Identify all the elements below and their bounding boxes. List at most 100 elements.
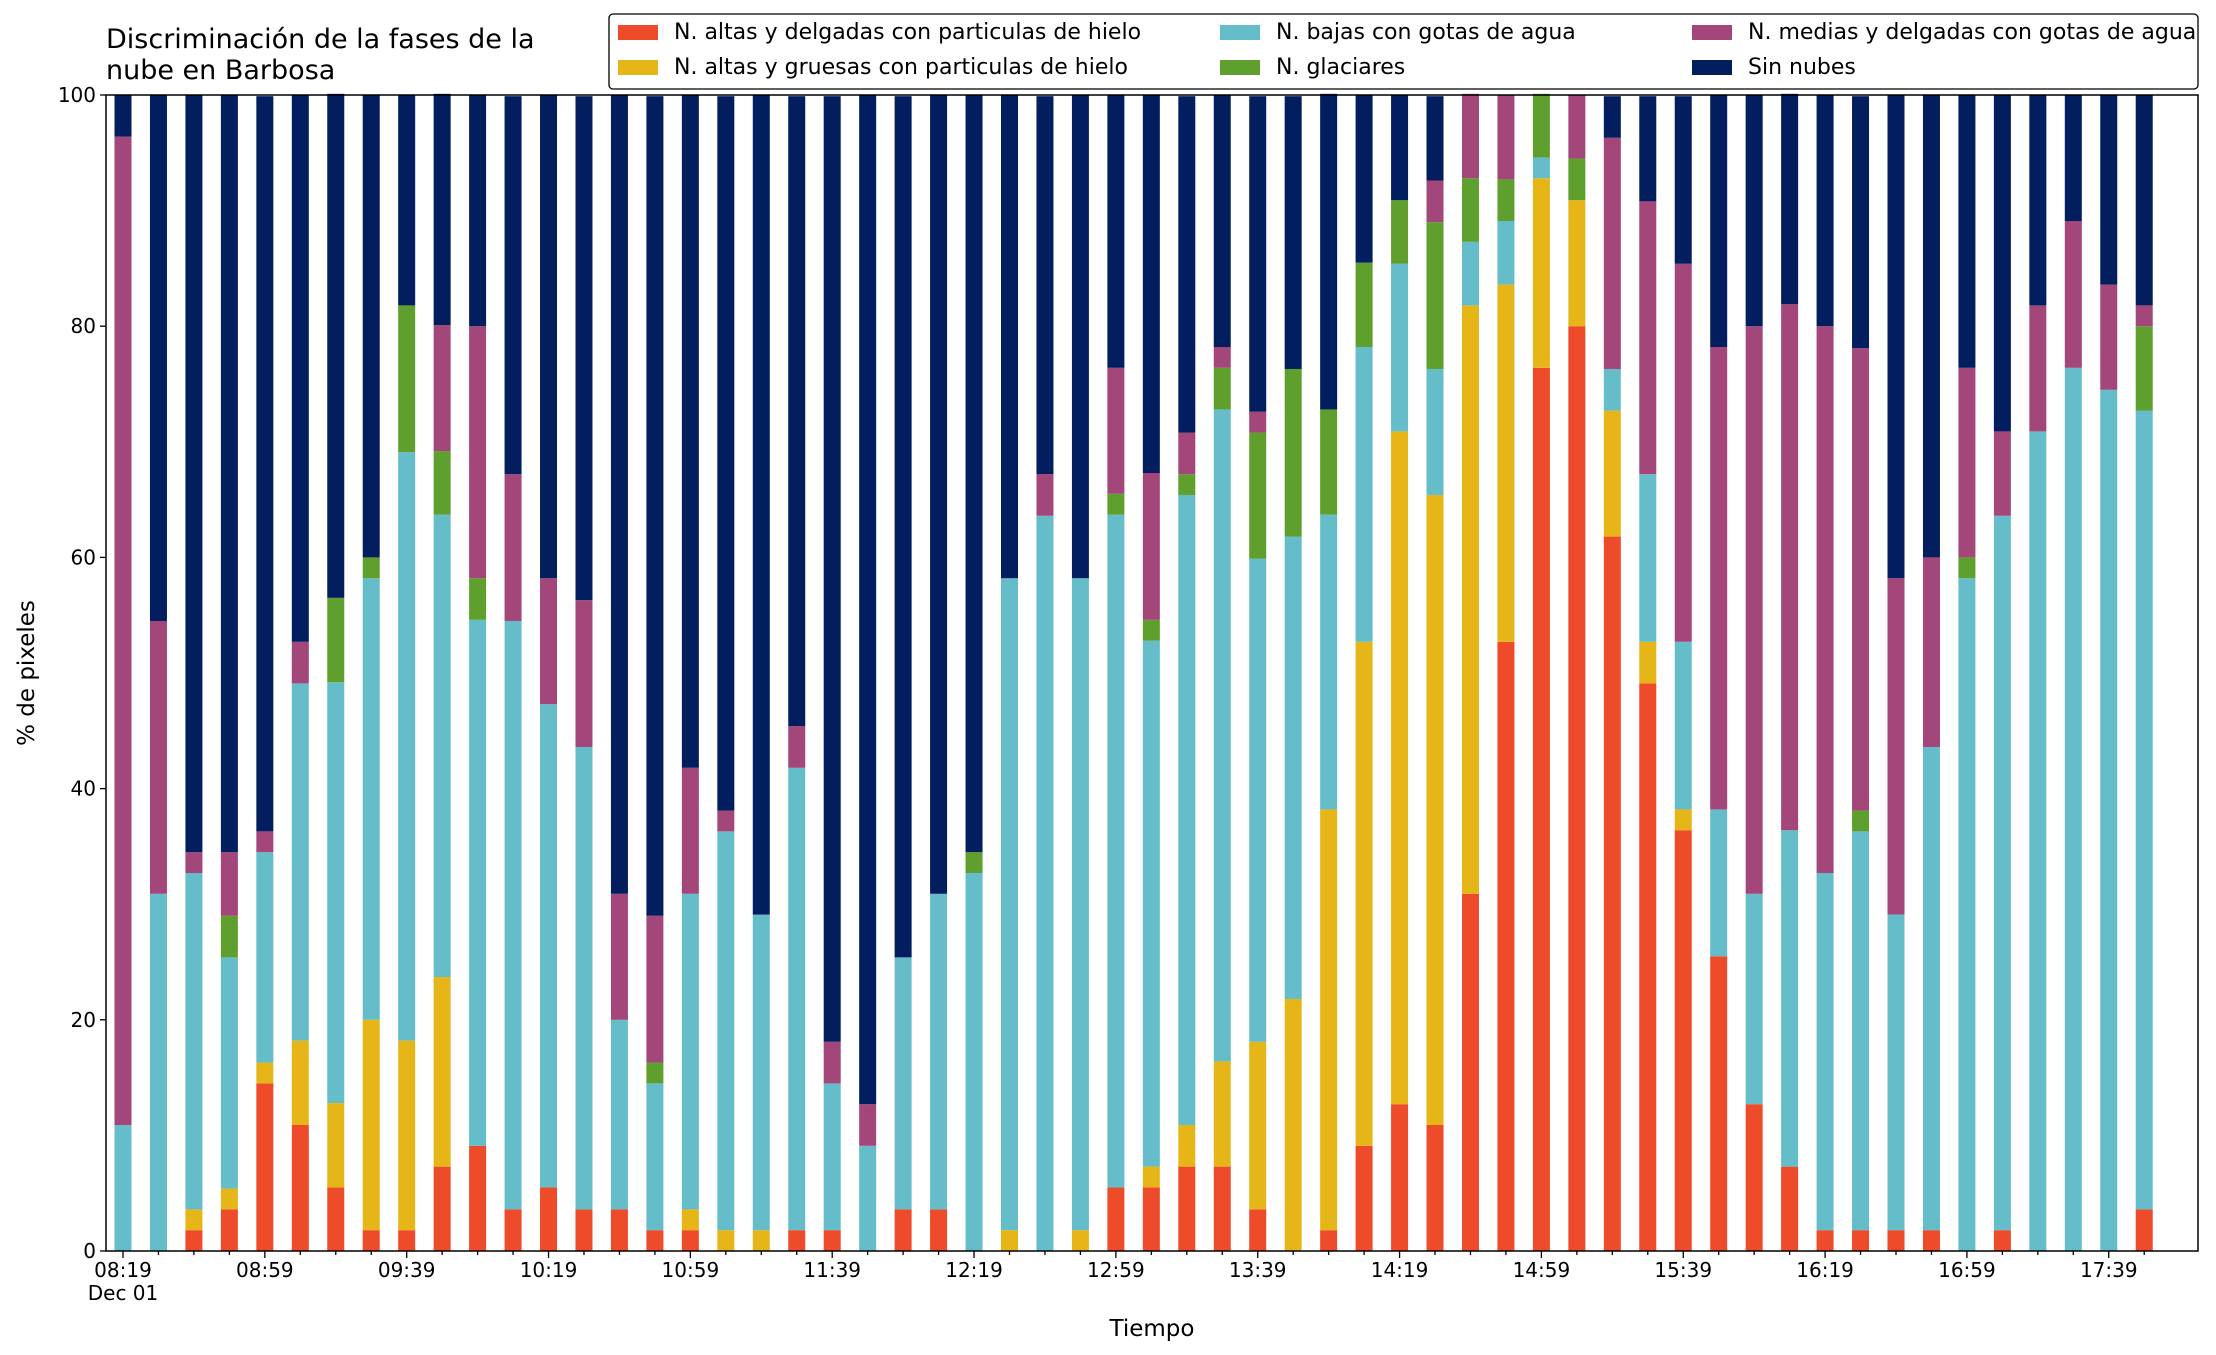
- bar-segment: [859, 1104, 877, 1146]
- bar-segment: [504, 620, 522, 1210]
- legend-label: N. altas y gruesas con particulas de hie…: [674, 55, 1128, 80]
- bar-segment: [1355, 347, 1373, 642]
- bar-segment: [1178, 1124, 1196, 1167]
- bar-segment: [2135, 95, 2153, 306]
- bar-segment: [1852, 1230, 1870, 1251]
- bar-segment: [504, 474, 522, 621]
- bar-segment: [1391, 95, 1409, 201]
- bar-segment: [1107, 514, 1125, 1188]
- bar-segment: [681, 893, 699, 1210]
- bar-segment: [1284, 536, 1302, 999]
- bar-segment: [2064, 95, 2082, 222]
- bar-segment: [1958, 557, 1976, 579]
- bar-segment: [1320, 809, 1338, 1231]
- bar-segment: [1781, 304, 1799, 831]
- bar-segment: [362, 1230, 380, 1251]
- bar-segment: [1461, 93, 1479, 179]
- bar-segment: [575, 1209, 593, 1251]
- bar-segment: [1426, 494, 1444, 1125]
- bar-segment: [1710, 809, 1728, 957]
- x-tick-label: 14:19: [1371, 1258, 1429, 1282]
- bar-segment: [575, 600, 593, 747]
- bar-segment: [1710, 347, 1728, 810]
- bar-segment: [1142, 1187, 1160, 1251]
- bar-segment: [185, 872, 203, 1210]
- bar-segment: [256, 96, 274, 832]
- bar-segment: [1497, 95, 1515, 180]
- bar-segment: [1993, 431, 2011, 516]
- bar-segment: [114, 95, 132, 137]
- bar-segment: [1993, 515, 2011, 1231]
- bar-segment: [752, 914, 770, 1231]
- bar-segment: [1922, 557, 1940, 747]
- bar-segment: [2029, 305, 2047, 432]
- x-tick-label: 12:59: [1087, 1258, 1145, 1282]
- bar-segment: [1603, 96, 1621, 138]
- bar-segment: [504, 1209, 522, 1251]
- bar-segment: [291, 1124, 309, 1251]
- bar-segment: [1816, 95, 1834, 327]
- bar-segment: [1568, 95, 1586, 159]
- bar-segment: [327, 1103, 345, 1188]
- bar-segment: [1674, 809, 1692, 831]
- bar-segment: [1639, 683, 1657, 1251]
- bar-segment: [646, 96, 664, 916]
- bar-segment: [1036, 474, 1054, 516]
- bar-segment: [291, 683, 309, 1041]
- y-tick-label: 20: [71, 1008, 96, 1032]
- bar-segment: [859, 1145, 877, 1251]
- bar-segment: [2100, 389, 2118, 1251]
- bar-segment: [114, 1124, 132, 1251]
- bar-segment: [2029, 95, 2047, 306]
- bar-segment: [1249, 411, 1267, 433]
- bar-segment: [291, 1040, 309, 1125]
- bar-segment: [398, 95, 416, 306]
- bar-segment: [1993, 1230, 2011, 1251]
- bar-segment: [256, 831, 274, 853]
- bar-segment: [1639, 201, 1657, 475]
- bar-segment: [185, 95, 203, 853]
- bar-segment: [114, 136, 132, 1125]
- bar-segment: [1320, 93, 1338, 410]
- bar-segment: [1178, 432, 1196, 475]
- bar-segment: [823, 1230, 841, 1251]
- bar-segment: [1284, 368, 1302, 537]
- bar-segment: [433, 514, 451, 978]
- bar-segment: [1355, 1145, 1373, 1251]
- bar-segment: [1142, 95, 1160, 474]
- chart-title: Discriminación de la fases de la nube en …: [106, 24, 535, 86]
- legend-label: N. altas y delgadas con particulas de hi…: [674, 20, 1141, 45]
- bar-segment: [1391, 1104, 1409, 1251]
- bar-segment: [1142, 640, 1160, 1167]
- bar-segment: [1107, 95, 1125, 368]
- bar-segment: [1674, 641, 1692, 810]
- bar-segment: [1532, 178, 1550, 368]
- bar-segment: [1071, 1230, 1089, 1251]
- bar-segment: [823, 96, 841, 1042]
- legend-label: N. bajas con gotas de agua: [1276, 20, 1576, 45]
- bar-segment: [1249, 96, 1267, 412]
- bar-segment: [823, 1083, 841, 1231]
- bar-segment: [788, 96, 806, 727]
- bar-segment: [1674, 263, 1692, 642]
- bar-segment: [398, 452, 416, 1041]
- bar-segment: [540, 95, 558, 579]
- x-axis-label: Tiempo: [1109, 1316, 1195, 1342]
- bar-segment: [1461, 305, 1479, 894]
- bar-segment: [1284, 998, 1302, 1251]
- bar-segment: [362, 578, 380, 1020]
- bar-segment: [717, 810, 735, 832]
- bar-segment: [327, 682, 345, 1104]
- bar-segment: [788, 1230, 806, 1251]
- bar-segment: [398, 1230, 416, 1251]
- y-tick-label: 60: [71, 545, 96, 569]
- bar-segment: [469, 326, 487, 579]
- bar-segment: [681, 767, 699, 894]
- bar-segment: [681, 1209, 699, 1231]
- bar-segment: [256, 1062, 274, 1084]
- bar-segment: [1071, 95, 1089, 579]
- bar-segment: [1178, 494, 1196, 1125]
- legend-swatch: [618, 60, 658, 75]
- legend-swatch: [1220, 60, 1260, 75]
- bar-segment: [1036, 515, 1054, 1251]
